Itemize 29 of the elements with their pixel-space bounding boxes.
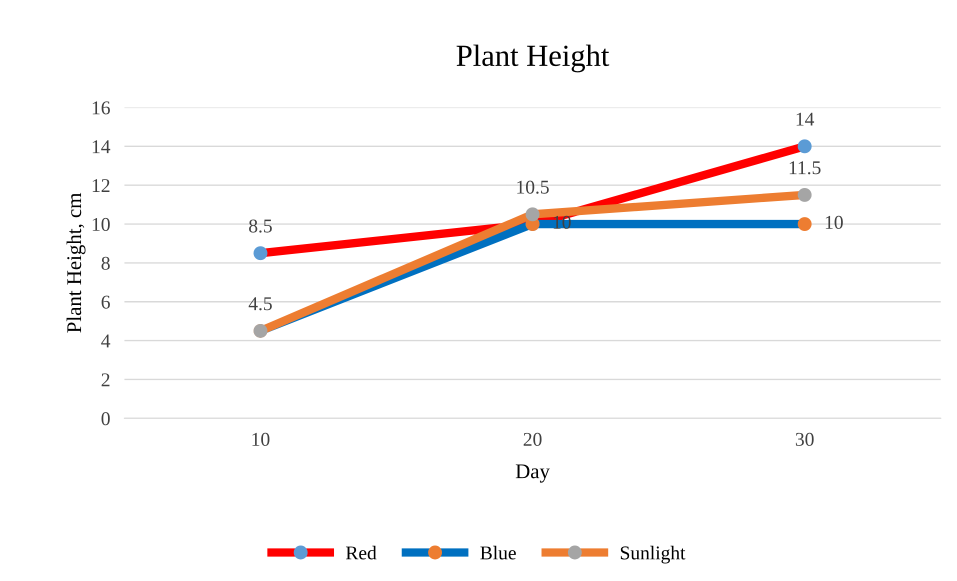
- y-tick-label: 10: [92, 218, 110, 231]
- legend-label: Blue: [480, 546, 516, 560]
- legend-label: Red: [346, 546, 376, 560]
- legend-label: Sunlight: [620, 546, 686, 564]
- y-tick-label: 14: [92, 140, 110, 154]
- x-tick-label: 20: [524, 432, 542, 446]
- data-label: 10: [826, 216, 843, 229]
- point: [254, 246, 268, 260]
- x-axis-title: Day: [516, 464, 550, 483]
- y-tick-label: 0: [102, 412, 110, 426]
- y-tick-label: 16: [92, 101, 110, 114]
- chart-title: Plant Height: [456, 44, 610, 72]
- y-tick-label: 8: [102, 256, 110, 270]
- data-label: 10.5: [517, 180, 549, 194]
- data-label: 4.5: [248, 297, 272, 310]
- y-tick-label: 2: [102, 373, 110, 386]
- data-label: 8.5: [249, 219, 272, 233]
- data-label: 14: [796, 112, 814, 126]
- y-axis-title: Plant Height, cm: [66, 192, 86, 333]
- y-tick-label: 4: [101, 334, 110, 348]
- y-tick-label: 6: [102, 296, 110, 309]
- point: [798, 188, 812, 202]
- x-tick-label: 30: [796, 432, 814, 446]
- point: [798, 139, 812, 154]
- point: [526, 207, 540, 222]
- y-tick-label: 12: [92, 179, 110, 192]
- point: [798, 217, 812, 231]
- x-tick-label: 10: [252, 432, 270, 446]
- data-label: 11.5: [790, 161, 821, 174]
